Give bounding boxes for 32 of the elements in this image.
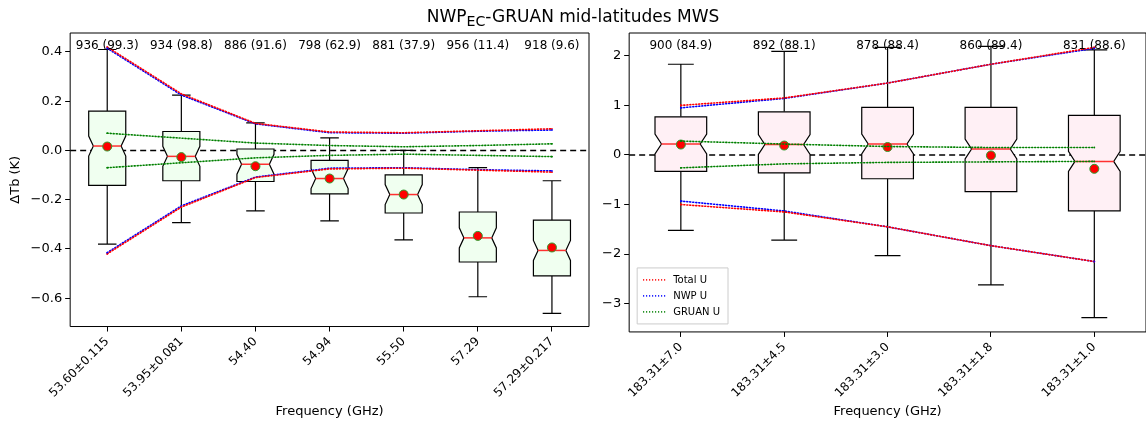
chart-title: NWP$_{EC}$-GRUAN mid-latitudes MWS bbox=[425, 6, 721, 30]
annotation: 900 (84.9) bbox=[649, 38, 713, 53]
legend-label: Total U bbox=[672, 273, 708, 285]
legend-label: GRUAN U bbox=[673, 305, 721, 317]
annotation: 918 (9.6) bbox=[524, 38, 580, 53]
annotation: 886 (91.6) bbox=[224, 38, 287, 53]
y-tick-label: 0.0 bbox=[41, 141, 63, 157]
y-tick-label: 1 bbox=[612, 96, 622, 112]
y-tick-label: 0.4 bbox=[41, 43, 63, 59]
x-axis-title: Frequency (GHz) bbox=[275, 402, 384, 418]
y-tick-label: 0 bbox=[612, 146, 622, 162]
y-tick-label: −3 bbox=[601, 295, 622, 311]
y-tick-label: −0.6 bbox=[30, 289, 63, 305]
y-tick-label: −0.4 bbox=[30, 240, 63, 256]
annotation: 956 (11.4) bbox=[446, 38, 510, 53]
annotation: 934 (98.8) bbox=[149, 38, 213, 53]
x-axis-title: Frequency (GHz) bbox=[833, 402, 942, 418]
line-series bbox=[106, 132, 553, 148]
y-tick-label: −1 bbox=[601, 195, 622, 211]
y-tick-label: −2 bbox=[601, 245, 622, 261]
y-tick-label: 0.2 bbox=[41, 92, 63, 108]
legend-label: NWP U bbox=[673, 289, 708, 301]
y-tick-label: 2 bbox=[612, 47, 622, 63]
annotation: 936 (99.3) bbox=[75, 38, 139, 53]
annotation: 860 (89.4) bbox=[959, 38, 1023, 53]
annotation: 892 (88.1) bbox=[752, 38, 816, 53]
y-tick-label: −0.2 bbox=[30, 191, 63, 207]
annotation: 798 (62.9) bbox=[298, 38, 361, 53]
annotation: 831 (88.6) bbox=[1062, 38, 1126, 53]
line-series bbox=[106, 153, 553, 169]
y-axis-title: ΔTb (K) bbox=[7, 155, 23, 204]
annotation: 881 (37.9) bbox=[372, 38, 436, 53]
